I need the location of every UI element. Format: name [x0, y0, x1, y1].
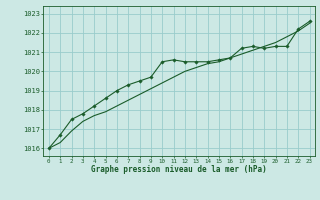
X-axis label: Graphe pression niveau de la mer (hPa): Graphe pression niveau de la mer (hPa) — [91, 165, 267, 174]
